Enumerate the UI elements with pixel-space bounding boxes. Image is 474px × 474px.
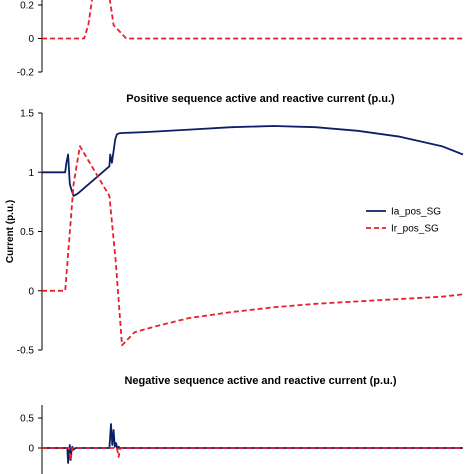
- panel-title: Negative sequence active and reactive cu…: [124, 375, 396, 387]
- series-line-ir-pos-sg: [42, 145, 464, 347]
- y-tick-label: 0.2: [20, 1, 34, 12]
- series-line-ia-pos-sg: [42, 125, 464, 197]
- y-tick-label: 0: [28, 286, 34, 297]
- y-tick-label: -0.5: [17, 346, 35, 357]
- y-tick-label: 0.5: [20, 227, 34, 238]
- series-line-ir-neg-sg: [42, 447, 463, 461]
- legend-entry: Ia_pos_SG: [391, 207, 441, 218]
- y-tick-label: -0.2: [17, 68, 35, 79]
- panel-positive-sequence: 1.5 1 0.5 0 -0.5 Positive sequence active and…: [5, 93, 464, 357]
- y-axis-label: Current (p.u.): [5, 200, 16, 263]
- legend: Ia_pos_SG Ir_pos_SG: [366, 207, 441, 235]
- y-tick-label: 1: [28, 168, 34, 179]
- legend-entry: Ir_pos_SG: [391, 224, 439, 235]
- panel-title: Positive sequence active and reactive cu…: [126, 93, 395, 105]
- y-tick-label: 0: [28, 444, 34, 455]
- panel-negative-sequence: 0.5 0 Negative sequence active and reactiv…: [20, 375, 463, 474]
- y-tick-label: 0.5: [20, 414, 34, 425]
- panel-reactive-top: 0.2 0 -0.2: [17, 0, 463, 79]
- series-line-ia-neg-sg: [42, 423, 463, 464]
- y-tick-label: 0: [28, 34, 34, 45]
- series-line-ir-pos-sg: [42, 0, 463, 40]
- y-tick-label: 1.5: [20, 109, 34, 120]
